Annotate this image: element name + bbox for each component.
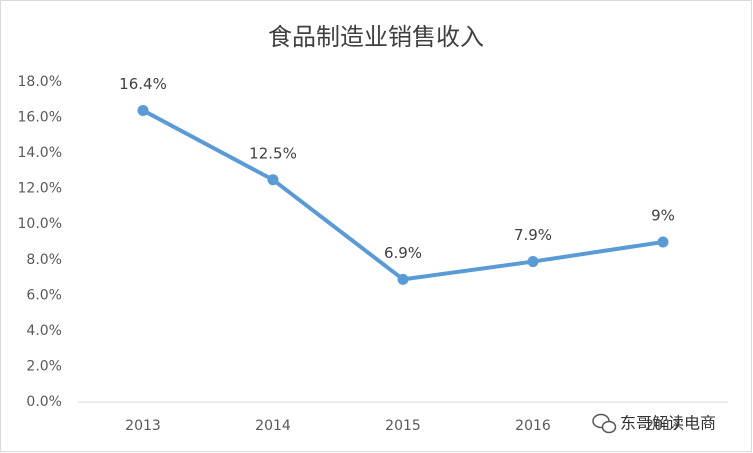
data-label: 6.9%: [384, 244, 422, 262]
data-label: 12.5%: [249, 144, 297, 162]
y-tick-label: 0.0%: [26, 394, 62, 410]
y-tick-label: 2.0%: [26, 358, 62, 374]
y-tick-label: 8.0%: [26, 252, 62, 268]
point: [137, 104, 149, 116]
y-tick-label: 4.0%: [26, 323, 62, 339]
y-tick-label: 6.0%: [26, 287, 62, 303]
data-label: 16.4%: [119, 75, 167, 93]
watermark-icon: [592, 413, 617, 434]
y-tick-label: 16.0%: [18, 110, 62, 126]
point: [527, 256, 539, 268]
x-tick-label: 2015: [385, 418, 421, 434]
y-tick-label: 12.0%: [18, 181, 62, 197]
x-tick-label: 2013: [125, 418, 161, 434]
x-tick-label: 2016: [515, 418, 551, 434]
x-tick-label: 2014: [255, 418, 291, 434]
data-label: 9%: [651, 207, 675, 225]
x-tick-label: 2017: [645, 418, 681, 434]
y-tick-label: 10.0%: [18, 216, 62, 232]
point: [657, 236, 669, 248]
point: [397, 273, 409, 285]
watermark: 东哥解读电商: [620, 414, 716, 433]
point: [267, 174, 279, 186]
y-tick-label: 14.0%: [18, 145, 62, 161]
data-label: 7.9%: [514, 226, 552, 244]
chart-title: 食品制造业销售收入: [268, 23, 484, 51]
y-tick-label: 18.0%: [18, 74, 62, 90]
